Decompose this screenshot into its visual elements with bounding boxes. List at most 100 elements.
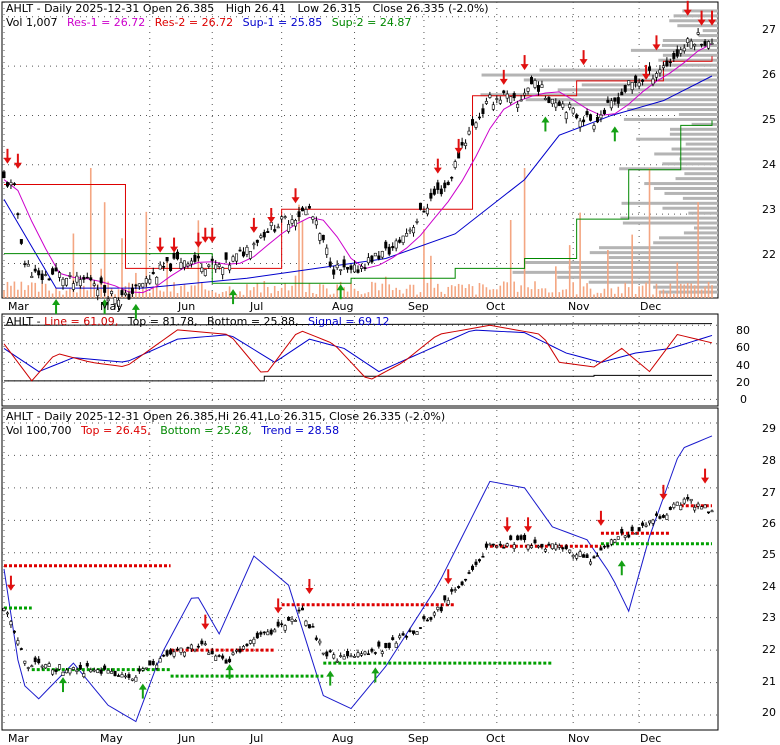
volume-bar bbox=[287, 290, 290, 298]
trend-candle-body bbox=[61, 671, 65, 676]
trend-candle-body bbox=[505, 543, 509, 547]
volume-bar bbox=[107, 281, 109, 298]
volume-profile-bar bbox=[581, 83, 718, 87]
trend-candle-body bbox=[238, 648, 242, 653]
oscillator-main-line bbox=[3, 324, 713, 382]
price-candle-body bbox=[193, 254, 197, 262]
price-candle-body bbox=[516, 103, 520, 108]
trend-candle-body bbox=[120, 674, 124, 678]
price-candle-body bbox=[297, 211, 301, 218]
trend-candle-body bbox=[523, 534, 527, 541]
trend-candle-body bbox=[439, 606, 443, 612]
price-candle-body bbox=[405, 233, 409, 237]
up-arrow-head bbox=[131, 303, 140, 310]
volume-profile-bar bbox=[678, 113, 718, 116]
price-candle-body bbox=[418, 202, 422, 210]
volume-bar bbox=[482, 284, 484, 298]
volume-bar bbox=[454, 286, 456, 298]
trend-candle-body bbox=[106, 670, 110, 674]
price-candle-body bbox=[16, 213, 20, 216]
volume-bar bbox=[437, 283, 439, 298]
price-candle-body bbox=[307, 205, 311, 209]
down-arrow bbox=[579, 50, 588, 66]
volume-bar bbox=[17, 289, 19, 298]
volume-bar bbox=[534, 281, 536, 298]
price-candle-body bbox=[679, 49, 683, 54]
trend-candle-body bbox=[502, 547, 506, 549]
trend-candle-body bbox=[266, 631, 270, 636]
down-arrow-head bbox=[444, 578, 453, 585]
volume-bar bbox=[103, 202, 106, 298]
volume-bar bbox=[350, 283, 352, 298]
volume-bar bbox=[704, 286, 706, 298]
down-arrow bbox=[701, 468, 710, 484]
trend-candle-body bbox=[585, 554, 589, 558]
price-candle-body bbox=[498, 99, 502, 104]
price-candle-body bbox=[658, 69, 662, 74]
volume-bar bbox=[145, 211, 148, 298]
trend-ytick: 22 bbox=[762, 643, 776, 656]
price-candle-body bbox=[436, 182, 440, 190]
trend-candle-body bbox=[9, 621, 13, 626]
price-candle-body bbox=[99, 277, 103, 284]
price-candle-body bbox=[589, 114, 593, 121]
volume-bar bbox=[624, 282, 627, 298]
volume-bar bbox=[367, 292, 370, 298]
trend-candle-body bbox=[398, 635, 402, 639]
up-arrow-head bbox=[326, 670, 335, 677]
volume-profile-bar bbox=[662, 53, 718, 57]
trend-candle-body bbox=[464, 578, 468, 581]
volume-bar bbox=[117, 289, 120, 298]
trend-candle-body bbox=[550, 543, 554, 549]
volume-bar bbox=[516, 291, 519, 298]
price-candle-body bbox=[214, 264, 218, 270]
up-arrow bbox=[336, 284, 345, 300]
volume-bar bbox=[558, 292, 561, 298]
volume-bar bbox=[30, 282, 33, 298]
price-panel-lines bbox=[3, 43, 713, 294]
volume-bar bbox=[575, 294, 578, 298]
trend-candle-body bbox=[672, 503, 676, 508]
down-arrow bbox=[208, 227, 217, 243]
support2-line bbox=[4, 120, 713, 284]
price-candle-body bbox=[471, 119, 475, 126]
volume-bar bbox=[679, 283, 682, 298]
up-arrow bbox=[229, 289, 238, 305]
down-arrow bbox=[433, 158, 442, 174]
volume-bar bbox=[371, 281, 373, 298]
down-arrow bbox=[444, 569, 453, 585]
trend-xtick: Sep bbox=[408, 732, 429, 745]
trend-candle-body bbox=[144, 667, 148, 670]
price-candle-body bbox=[616, 97, 620, 104]
price-candle-body bbox=[398, 239, 402, 243]
price-xtick: Mar bbox=[8, 300, 29, 313]
volume-bar bbox=[364, 293, 366, 298]
trend-candle-body bbox=[481, 556, 485, 558]
volume-bar bbox=[214, 292, 217, 298]
trend-candle-body bbox=[328, 650, 332, 653]
volume-bar bbox=[384, 276, 387, 298]
price-candle-body bbox=[19, 239, 23, 244]
trend-candle-body bbox=[82, 673, 86, 677]
trend-candle-body bbox=[689, 498, 693, 502]
price-candle-body bbox=[578, 120, 582, 128]
trend-candle-body bbox=[311, 626, 315, 628]
volume-bar bbox=[249, 290, 252, 298]
down-arrow bbox=[524, 517, 533, 533]
trend-candle-body bbox=[561, 547, 565, 550]
price-candle-body bbox=[314, 220, 318, 226]
up-arrow bbox=[225, 664, 234, 680]
volume-profile-bar bbox=[684, 172, 718, 176]
price-candle-body bbox=[509, 96, 513, 103]
trend-candle-body bbox=[335, 660, 339, 663]
volume-bar bbox=[464, 288, 467, 298]
volume-bar bbox=[662, 289, 665, 298]
price-candle-body bbox=[78, 279, 82, 287]
volume-bar bbox=[593, 294, 595, 298]
trend-candle-body bbox=[568, 549, 572, 553]
up-arrow-head bbox=[229, 289, 238, 296]
volume-bar bbox=[485, 287, 488, 298]
trend-candle-body bbox=[193, 648, 197, 652]
price-candle-body bbox=[332, 269, 336, 275]
volume-bar bbox=[44, 283, 47, 298]
